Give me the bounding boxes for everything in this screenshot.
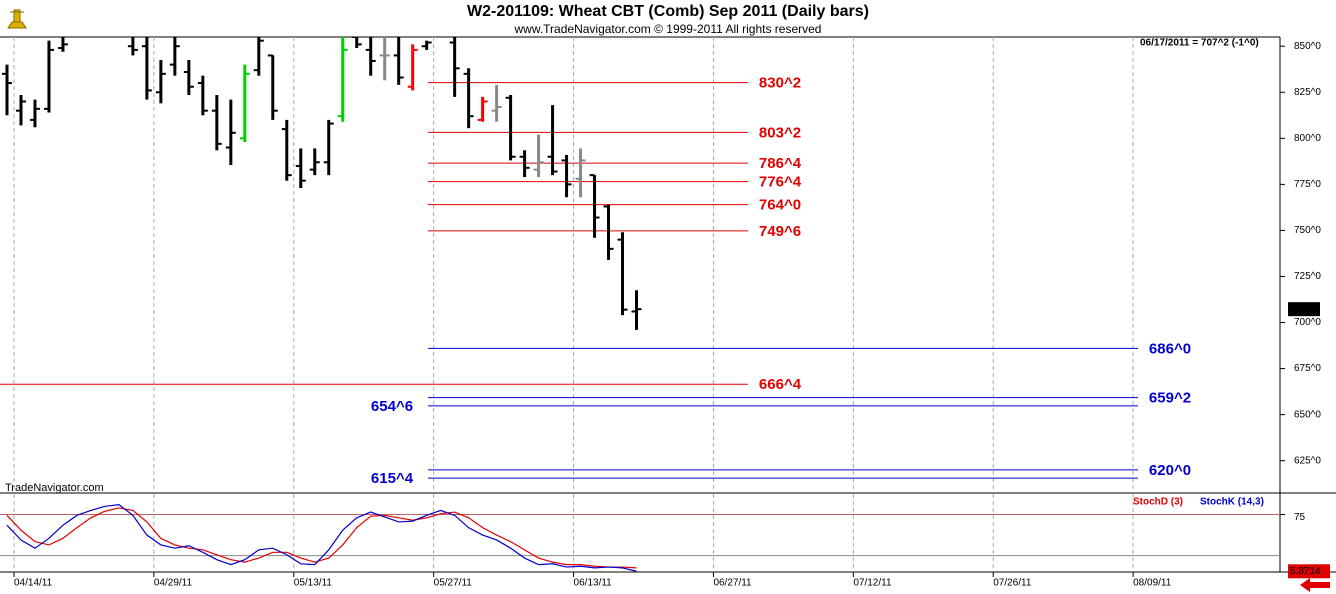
last-price-label: 707^2 xyxy=(1290,304,1317,315)
x-tick-label: 06/13/11 xyxy=(574,578,613,589)
level-label: 659^2 xyxy=(1149,390,1191,407)
last-value-box xyxy=(1288,564,1330,579)
ohlc-bar xyxy=(365,37,376,76)
ohlc-bar xyxy=(561,154,572,198)
price-panel xyxy=(0,37,1138,492)
ohlc-bar xyxy=(183,60,194,96)
ohlc-bar xyxy=(141,37,152,100)
level-label: 776^4 xyxy=(759,174,802,191)
level-label: 786^4 xyxy=(759,155,802,172)
x-tick-label: 07/26/11 xyxy=(993,578,1032,589)
ohlc-bar xyxy=(253,37,264,76)
y-tick-label: 750^0 xyxy=(1294,225,1321,236)
level-label: 615^4 xyxy=(371,470,414,487)
scroll-arrow[interactable] xyxy=(1300,578,1330,592)
ohlc-bar xyxy=(43,40,54,113)
ohlc-bar xyxy=(617,232,628,316)
y-tick-label: 775^0 xyxy=(1294,179,1321,190)
last-price-box xyxy=(1288,302,1320,317)
ohlc-bar xyxy=(169,37,180,76)
x-tick-label: 08/09/11 xyxy=(1133,578,1172,589)
ohlc-bar xyxy=(463,68,474,129)
level-label: 749^6 xyxy=(759,223,801,240)
ohlc-bar xyxy=(407,44,418,91)
x-tick-label: 07/12/11 xyxy=(853,578,892,589)
watermark: TradeNavigator.com xyxy=(5,482,104,494)
logo xyxy=(4,4,30,32)
x-tick-label: 05/27/11 xyxy=(434,578,473,589)
ohlc-bar xyxy=(127,37,138,56)
ohlc-bar xyxy=(547,105,558,176)
level-label: 830^2 xyxy=(759,75,801,92)
x-tick-label: 04/29/11 xyxy=(154,578,193,589)
level-label: 666^4 xyxy=(759,376,802,393)
ohlc-bar xyxy=(155,60,166,104)
status-text: 06/17/2011 = 707^2 (-1^0) xyxy=(1140,38,1259,49)
stoch-line xyxy=(6,504,637,572)
x-tick-label: 05/13/11 xyxy=(294,578,333,589)
ohlc-bar xyxy=(533,134,544,177)
ohlc-bar xyxy=(589,174,600,238)
overlay: 850^0 825^0 800^0 775^0 750^0 725^0 700^0 675^0… xyxy=(13,41,1330,589)
y-tick-label: 675^0 xyxy=(1294,363,1321,374)
ohlc-bar xyxy=(15,95,26,126)
ohlc-bar xyxy=(393,37,404,85)
ohlc-bar xyxy=(211,95,222,151)
ohlc-bar xyxy=(477,96,488,122)
y-tick-label: 850^0 xyxy=(1294,41,1321,52)
ohlc-bar xyxy=(337,37,348,122)
ohlc-bar xyxy=(351,37,362,49)
ohlc-bar xyxy=(491,84,502,122)
level-label: 803^2 xyxy=(759,124,801,141)
ohlc-bar xyxy=(1,64,12,116)
stoch-panel xyxy=(0,494,1280,572)
y-tick-label: 700^0 xyxy=(1294,317,1321,328)
chart-subtitle: www.TradeNavigator.com © 1999-2011 All r… xyxy=(514,22,822,36)
level-label: 764^0 xyxy=(759,197,801,214)
ohlc-bar xyxy=(575,148,586,198)
y-tick-label: 825^0 xyxy=(1294,87,1321,98)
ohlc-bar xyxy=(309,148,320,176)
y-tick-label: 800^0 xyxy=(1294,133,1321,144)
y-tick-label: 625^0 xyxy=(1294,455,1321,466)
ohlc-bar xyxy=(57,37,68,52)
ohlc-bar xyxy=(449,37,460,97)
last-value-label: 5.8714 xyxy=(1290,566,1321,577)
level-label: 620^0 xyxy=(1149,462,1191,479)
ohlc-bar xyxy=(239,64,250,142)
ohlc-bar xyxy=(197,75,208,116)
ohlc-bar xyxy=(267,54,278,120)
ohlc-bar xyxy=(323,119,334,176)
ohlc-bar xyxy=(519,150,530,177)
ohlc-bar xyxy=(421,40,432,50)
ohlc-bar xyxy=(379,37,390,81)
chart-title: W2-201109: Wheat CBT (Comb) Sep 2011 (Da… xyxy=(467,3,869,20)
x-tick-label: 06/27/11 xyxy=(713,578,752,589)
y-tick-label: 75 xyxy=(1294,512,1306,523)
ohlc-bar xyxy=(29,99,40,128)
ohlc-bar xyxy=(603,204,614,260)
y-tick-label: 650^0 xyxy=(1294,409,1321,420)
y-tick-label: 725^0 xyxy=(1294,271,1321,282)
ohlc-bar xyxy=(631,290,642,330)
ohlc-bar xyxy=(505,95,516,161)
level-label: 686^0 xyxy=(1149,340,1191,357)
legend-entry: StochK (14,3) xyxy=(1200,497,1264,508)
legend-entry: StochD (3) xyxy=(1133,497,1183,508)
level-label: 654^6 xyxy=(371,398,413,415)
x-tick-label: 04/14/11 xyxy=(14,578,53,589)
ohlc-bar xyxy=(281,119,292,181)
ohlc-bar xyxy=(295,148,306,189)
ohlc-bar xyxy=(225,99,236,166)
stoch-line xyxy=(6,507,637,569)
